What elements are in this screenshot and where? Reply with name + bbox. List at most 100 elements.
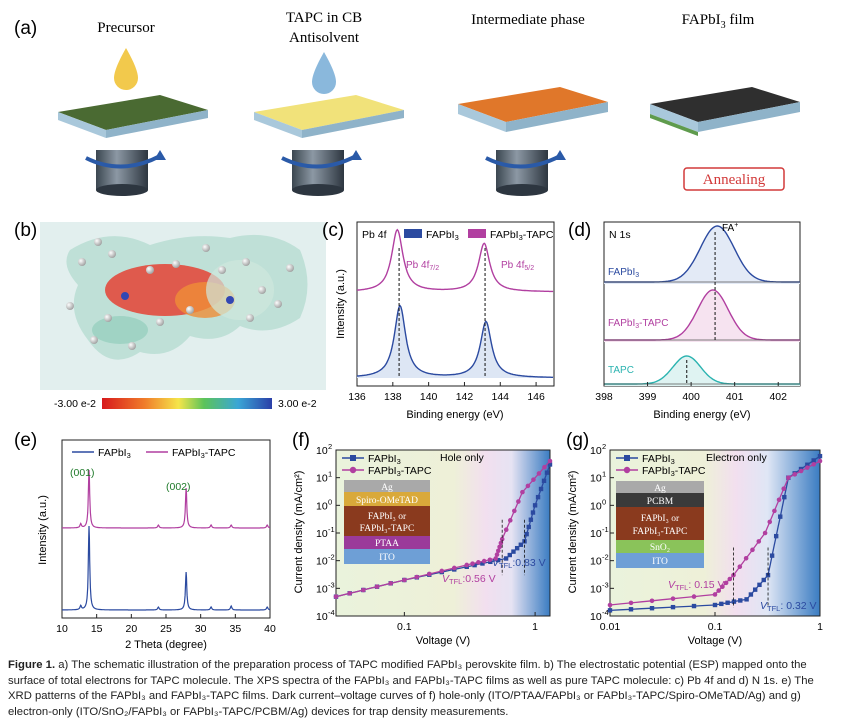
chart-g-corner-label: Electron only xyxy=(706,452,767,464)
chart-d-plot xyxy=(604,225,800,386)
chart-e-line-fapbi3 xyxy=(62,525,270,611)
chart-d-fill-fapbi3-tapc xyxy=(604,290,800,342)
chart-c-tick-label: 146 xyxy=(527,391,545,403)
chart-f-stack-ag: Ag xyxy=(381,483,393,493)
colorbar-min-label: -3.00 e-2 xyxy=(54,398,96,410)
panel-g-label: (g) xyxy=(566,430,589,451)
f-point-fapbi3-tapc xyxy=(512,508,517,514)
antisolvent-droplet-icon xyxy=(312,52,336,94)
g-point-fapbi3-tapc xyxy=(723,580,729,586)
chart-f-x-ticks: 0.1 1 xyxy=(397,612,538,633)
chart-f-plot xyxy=(333,458,553,599)
f-point-fapbi3-tapc xyxy=(481,558,487,564)
panel-c: (c) Pb 4f FAPbI3 FAPbI3-TAPC Pb 4f7/2 Pb… xyxy=(322,220,555,421)
chart-c-line-fapbi3 xyxy=(356,304,554,378)
chart-c-line-fapbi3-tapc xyxy=(357,228,554,293)
g-point-fapbi3 xyxy=(805,462,810,467)
g-point-fapbi3 xyxy=(769,553,775,558)
chart-e-xlabel: 2 Theta (degree) xyxy=(125,639,207,651)
f-point-fapbi3-tapc xyxy=(414,574,420,580)
f-x-tick-label: 0.1 xyxy=(397,621,412,633)
chart-c-tick-label: 140 xyxy=(420,391,438,403)
chart-f-stack-fapbi3: FAPbI₃ or xyxy=(368,512,407,522)
spin-chuck-icon xyxy=(96,150,148,190)
panel-d-label: (d) xyxy=(568,220,591,241)
f-point-fapbi3-tapc xyxy=(388,581,393,586)
g-point-fapbi3 xyxy=(744,597,749,602)
step-4-title: FAPbI3 film xyxy=(682,12,755,31)
chart-c-legend-label-2: FAPbI3-TAPC xyxy=(490,229,554,242)
f-point-fapbi3 xyxy=(507,552,512,558)
g-point-fapbi3-tapc xyxy=(792,472,798,477)
panel-c-label: (c) xyxy=(322,220,344,241)
chart-c-frame xyxy=(356,221,555,387)
g-y-tick-label: 10 xyxy=(590,500,602,512)
g-y-tick-label: 10 xyxy=(590,611,602,623)
f-point-fapbi3-tapc xyxy=(470,561,475,566)
g-x-tick-label: 0.1 xyxy=(708,621,723,633)
g-point-fapbi3 xyxy=(811,458,816,463)
g-y-tick-exponent: -4 xyxy=(602,608,609,617)
panel-b-label: (b) xyxy=(14,220,37,241)
f-y-tick-label: 10 xyxy=(316,500,328,512)
chart-d-corner-label: N 1s xyxy=(609,229,631,241)
f-point-fapbi3-tapc xyxy=(464,562,470,568)
f-point-fapbi3-tapc xyxy=(531,477,536,482)
spin-chuck-icon-3 xyxy=(496,150,548,190)
chart-g-stack-fapbi3: FAPbI₃ or xyxy=(641,514,680,524)
panel-a-label: (a) xyxy=(14,18,37,39)
chart-f-legend-label-2: FAPbI3-TAPC xyxy=(368,465,432,478)
g-point-fapbi3-tapc xyxy=(798,468,804,474)
g-point-fapbi3-tapc xyxy=(691,594,697,599)
g-y-tick-label: 10 xyxy=(590,445,602,457)
colorbar-max-label: 3.00 e-2 xyxy=(278,398,317,410)
f-point-fapbi3 xyxy=(518,542,524,547)
chart-f-corner-label: Hole only xyxy=(440,452,485,464)
chart-g-device-stack: Ag PCBM FAPbI₃ or FAPbI₃-TAPC SnO₂ ITO xyxy=(616,481,704,568)
chart-d-tick-label: 399 xyxy=(639,391,657,403)
chart-c-annotation-pb4f52: Pb 4f5/2 xyxy=(501,260,534,272)
chart-e-tick-label: 15 xyxy=(91,623,103,635)
chart-d-xlabel: Binding energy (eV) xyxy=(653,409,750,421)
g-point-fapbi3-tapc xyxy=(628,600,634,606)
figure-caption: Figure 1. a) The schematic illustration … xyxy=(8,658,836,720)
g-point-fapbi3-tapc xyxy=(776,497,782,503)
chart-e-peak-002: (002) xyxy=(166,481,191,493)
g-point-fapbi3-tapc xyxy=(720,584,725,590)
g-point-fapbi3 xyxy=(817,453,823,459)
chart-e-peak-001: (001) xyxy=(70,467,95,479)
f-point-fapbi3 xyxy=(541,478,547,484)
f-y-tick-label: 10 xyxy=(316,556,328,568)
f-point-fapbi3-tapc xyxy=(547,458,553,464)
chart-d-annotation-fa: FA+ xyxy=(722,222,738,234)
chart-c-tick-label: 136 xyxy=(348,391,366,403)
g-y-tick-exponent: -3 xyxy=(602,580,609,589)
g-point-fapbi3-tapc xyxy=(727,576,733,582)
chart-e-legend-label-1: FAPbI3 xyxy=(98,447,131,460)
f-point-fapbi3-tapc xyxy=(347,591,352,596)
g-point-fapbi3-tapc xyxy=(670,596,676,601)
chart-g-stack-ito: ITO xyxy=(652,557,668,567)
f-point-fapbi3-tapc xyxy=(361,587,366,593)
f-y-tick-exponent: 2 xyxy=(328,442,332,451)
g-point-fapbi3-tapc xyxy=(786,475,791,480)
f-point-fapbi3-tapc xyxy=(507,518,513,523)
g-point-fapbi3-tapc xyxy=(817,458,823,464)
f-point-fapbi3-tapc xyxy=(493,556,499,561)
g-point-fapbi3 xyxy=(725,600,730,605)
g-point-fapbi3 xyxy=(748,592,754,597)
chart-f-stack-fapbi3-tapc: FAPbI₃-TAPC xyxy=(360,524,415,534)
f-point-fapbi3-tapc xyxy=(487,557,493,563)
f-y-tick-label: 10 xyxy=(316,583,328,595)
step-2-title-line2: Antisolvent xyxy=(289,30,360,46)
g-point-fapbi3 xyxy=(782,494,787,500)
chart-c-fill-fapbi3 xyxy=(357,305,554,378)
f-point-fapbi3-tapc xyxy=(496,548,501,554)
f-y-tick-exponent: 0 xyxy=(328,497,332,506)
g-y-tick-label: 10 xyxy=(590,473,602,485)
g-point-fapbi3 xyxy=(752,587,758,592)
step-3-title: Intermediate phase xyxy=(471,12,585,28)
chart-g-stack-ag: Ag xyxy=(654,484,666,494)
g-point-fapbi3-tapc xyxy=(716,588,721,593)
